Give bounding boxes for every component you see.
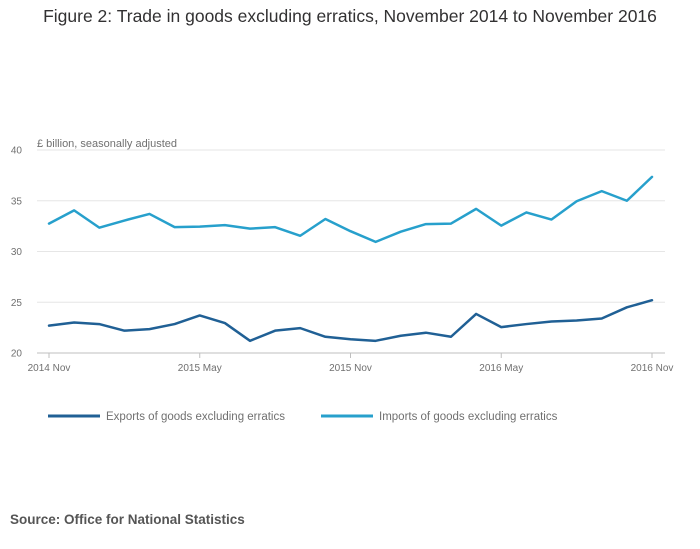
legend-label: Imports of goods excluding erratics bbox=[379, 411, 558, 423]
y-tick-label: 25 bbox=[11, 298, 23, 309]
x-tick-label: 2015 May bbox=[178, 363, 222, 374]
source-note: Source: Office for National Statistics bbox=[10, 512, 245, 527]
legend-label: Exports of goods excluding erratics bbox=[106, 411, 285, 423]
x-tick-label: 2016 May bbox=[479, 363, 523, 374]
y-tick-label: 20 bbox=[11, 349, 23, 360]
series-line-imports bbox=[47, 175, 654, 244]
y-tick-label: 35 bbox=[11, 196, 23, 207]
y-axis-unit-label: £ billion, seasonally adjusted bbox=[37, 138, 177, 150]
x-tick-label: 2015 Nov bbox=[329, 363, 372, 374]
x-tick-label: 2016 Nov bbox=[631, 363, 674, 374]
y-tick-label: 30 bbox=[11, 247, 23, 258]
legend: Exports of goods excluding erratics Impor… bbox=[48, 411, 558, 423]
grid-lines bbox=[37, 149, 665, 354]
series-line-exports bbox=[47, 298, 654, 343]
x-tick-label: 2014 Nov bbox=[28, 363, 71, 374]
series-lines bbox=[47, 175, 654, 343]
axes: 20 25 30 35 40 2014 Nov 2015 May 2015 Nov 2016 M… bbox=[11, 146, 674, 375]
y-tick-label: 40 bbox=[11, 146, 23, 157]
chart-title: Figure 2: Trade in goods excluding errat… bbox=[43, 6, 657, 26]
